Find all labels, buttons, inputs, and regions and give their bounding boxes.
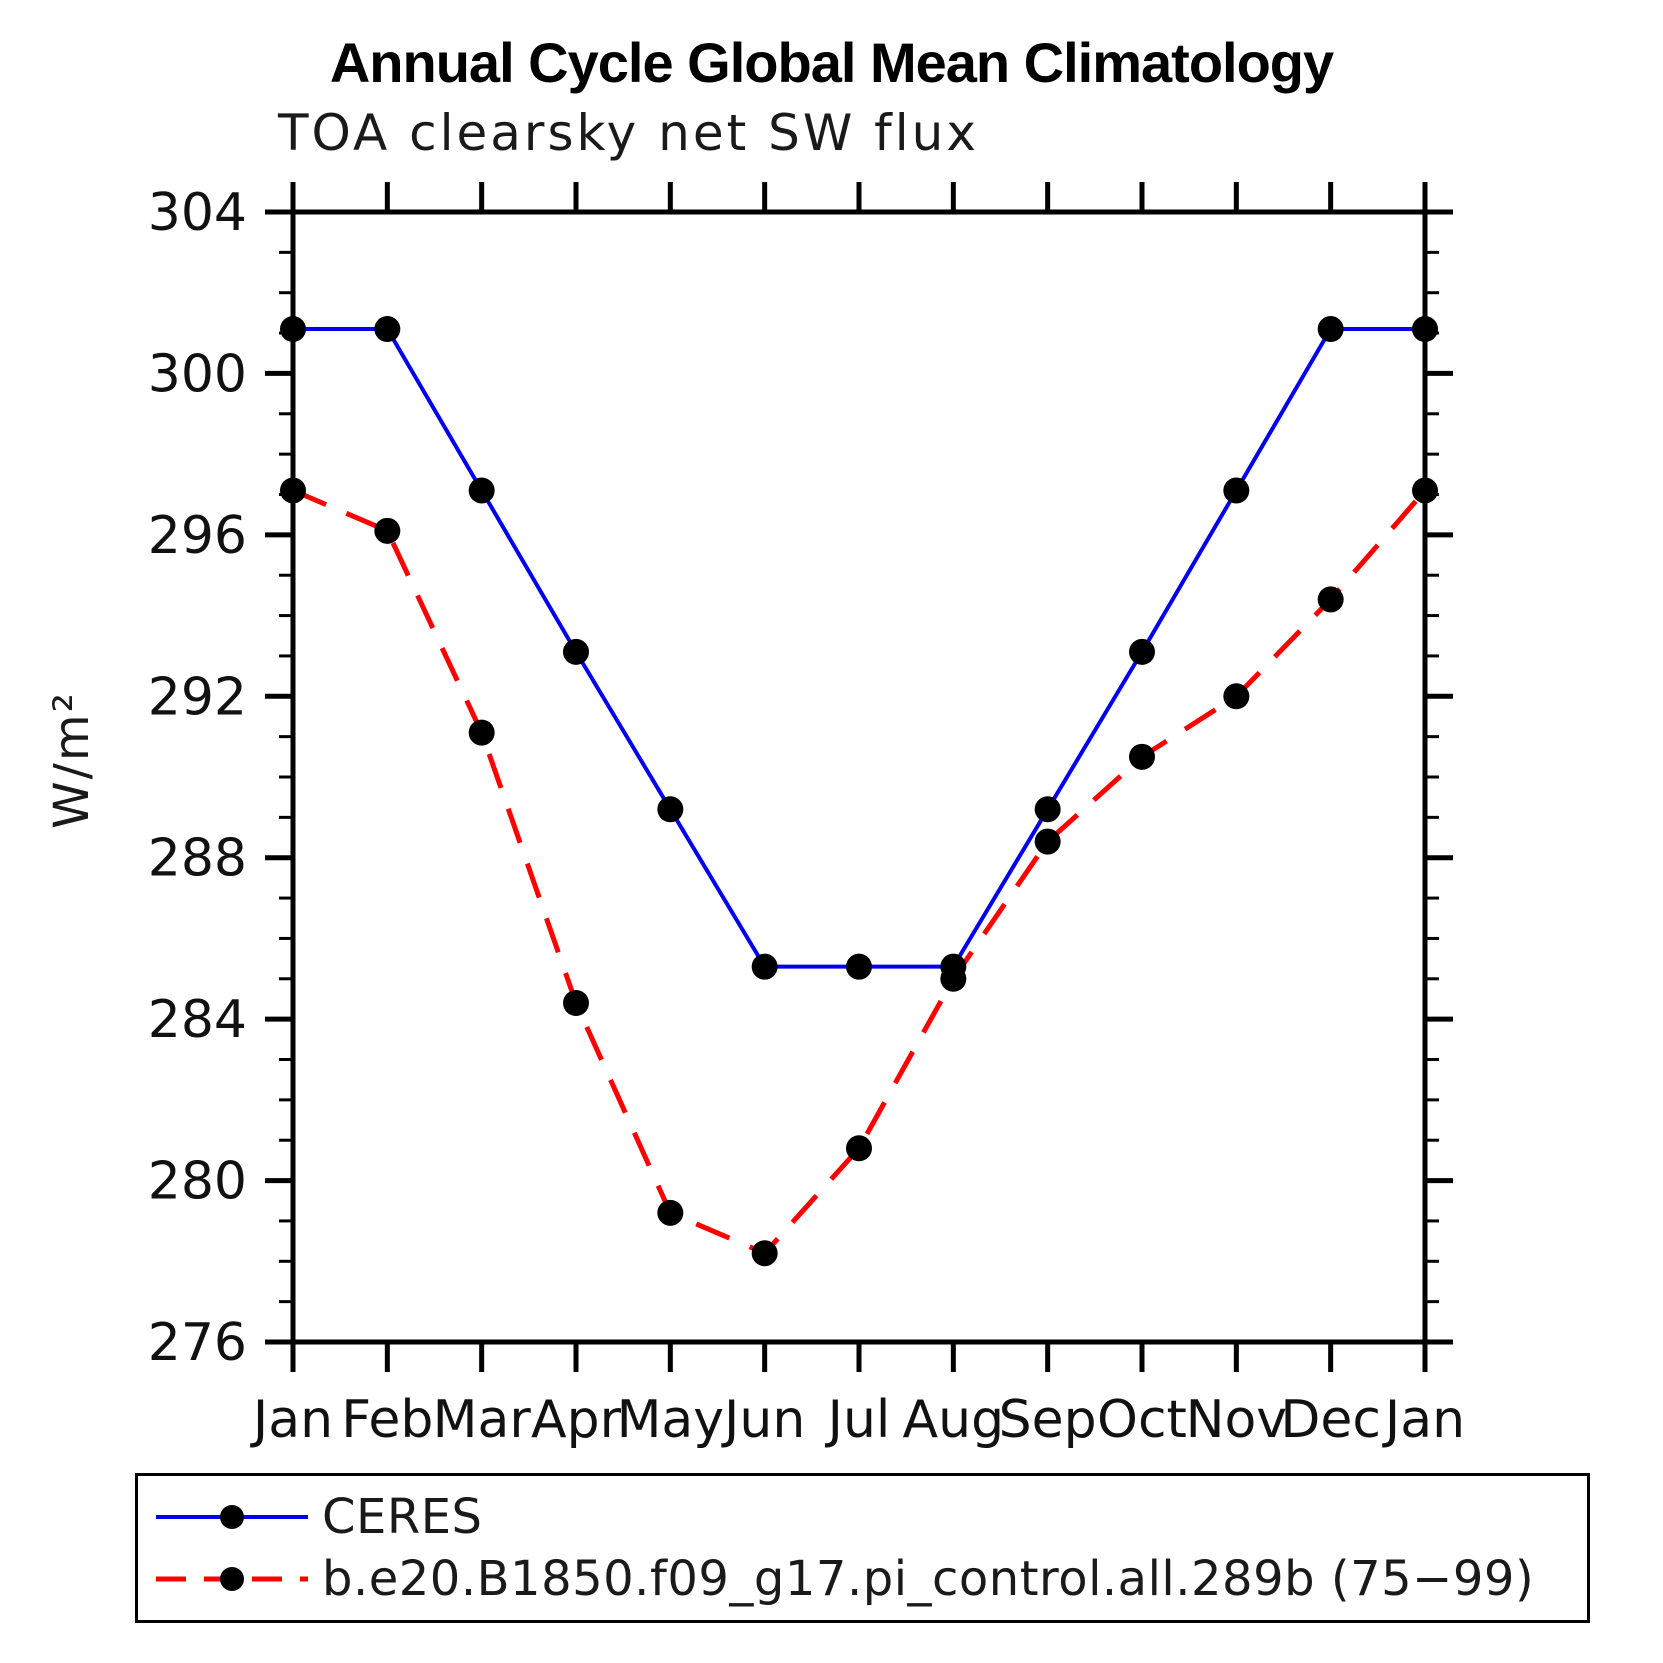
data-series [292, 327, 1427, 1257]
y-tick-label: 280 [148, 1152, 247, 1212]
x-tick-label: Jan [250, 1390, 333, 1450]
x-tick-label: Feb [341, 1390, 433, 1450]
data-point-marker [468, 719, 495, 746]
data-point-marker [280, 316, 306, 343]
x-tick-label: Nov [1186, 1390, 1288, 1450]
data-point-marker [1317, 586, 1344, 613]
legend-marker-icon [220, 1505, 244, 1529]
x-tick-label: Dec [1280, 1390, 1381, 1450]
data-point-marker [1034, 828, 1061, 855]
x-tick-label: Apr [531, 1390, 622, 1450]
chart-title: Annual Cycle Global Mean Climatology [329, 31, 1334, 94]
x-tick-label: Sep [999, 1390, 1097, 1450]
data-point-marker [1034, 796, 1061, 823]
data-point-marker [1412, 316, 1438, 343]
legend-marker-icon [220, 1567, 244, 1591]
data-point-marker [751, 953, 778, 980]
y-tick-label: 284 [148, 990, 247, 1050]
x-tick-label: Mar [433, 1390, 532, 1450]
y-tick-label: 296 [148, 506, 247, 566]
x-tick-label: Oct [1097, 1390, 1187, 1450]
data-point-marker [657, 796, 684, 823]
data-point-marker [846, 953, 872, 980]
data-point-marker [563, 990, 589, 1016]
legend-line-sample-ceres [156, 1505, 308, 1529]
data-point-marker [751, 1240, 778, 1267]
data-point-marker [940, 965, 967, 992]
data-point-marker [1412, 477, 1438, 504]
legend-item-ceres: CERES [138, 1486, 1587, 1548]
data-point-marker [1129, 743, 1155, 770]
data-point-marker [1223, 683, 1250, 710]
data-point-marker [374, 517, 401, 544]
legend-line-sample-model [156, 1567, 308, 1591]
legend-item-model: b.e20.B1850.f09_g17.pi_control.all.289b … [138, 1548, 1587, 1610]
data-point-marker [563, 638, 589, 665]
x-tick-label: Aug [903, 1390, 1005, 1450]
data-point-marker [280, 477, 306, 504]
legend-label-model: b.e20.B1850.f09_g17.pi_control.all.289b … [322, 1551, 1535, 1607]
y-tick-label: 292 [148, 667, 247, 727]
x-tick-label: May [617, 1390, 725, 1450]
legend: CERES b.e20.B1850.f09_g17.pi_control.all… [135, 1473, 1590, 1623]
legend-label-ceres: CERES [322, 1489, 483, 1545]
data-point-marker [374, 316, 401, 343]
x-tick-label: Jun [721, 1390, 805, 1450]
chart-subtitle: TOA clearsky net SW flux [278, 104, 979, 162]
data-point-marker [657, 1199, 684, 1226]
x-tick-label: Jan [1382, 1390, 1465, 1450]
y-tick-label: 304 [148, 183, 247, 243]
data-point-markers [280, 316, 1438, 1267]
y-tick-label: 276 [148, 1313, 247, 1373]
y-tick-label: 300 [148, 344, 247, 404]
data-point-marker [846, 1135, 872, 1162]
x-tick-label: Jul [825, 1390, 891, 1450]
y-axis-label: W/m² [44, 691, 100, 829]
axis-frame [290, 209, 1428, 1345]
data-point-marker [1317, 316, 1344, 343]
data-point-marker [468, 477, 495, 504]
y-tick-label: 288 [148, 829, 247, 889]
data-point-marker [1223, 477, 1250, 504]
series-line-0 [293, 327, 1425, 969]
data-point-marker [1129, 638, 1155, 665]
